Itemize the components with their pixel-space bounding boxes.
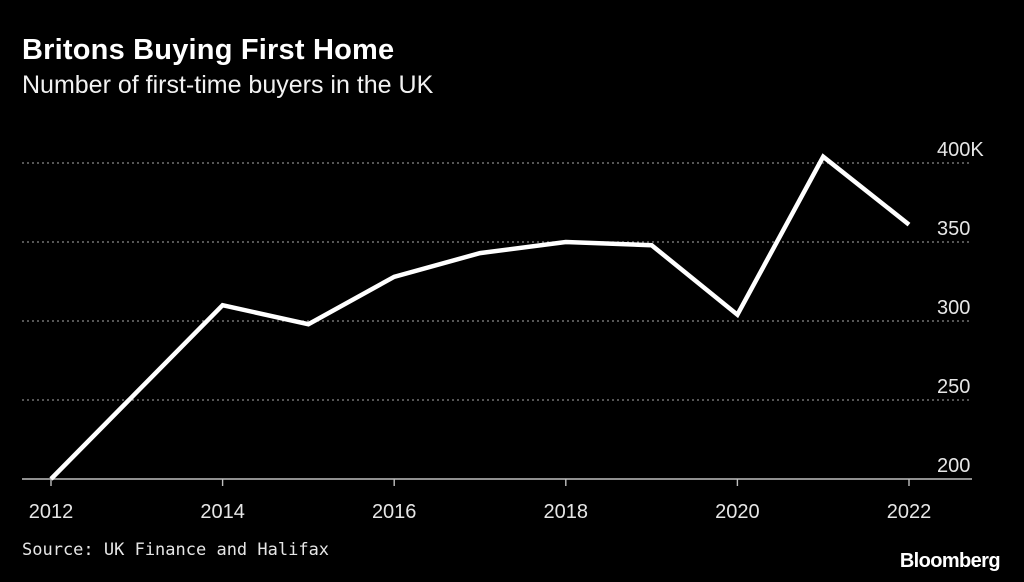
source-note: Source: UK Finance and Halifax xyxy=(22,540,330,560)
y-tick-label-200: 200 xyxy=(937,455,970,477)
x-tick-label-2016: 2016 xyxy=(372,501,417,523)
x-tick-label-2012: 2012 xyxy=(29,501,74,523)
x-tick-label-2018: 2018 xyxy=(544,501,589,523)
bloomberg-logo: Bloomberg xyxy=(899,550,1001,572)
y-tick-label-300: 300 xyxy=(937,297,970,319)
chart-subtitle: Number of first-time buyers in the UK xyxy=(22,71,434,99)
x-axis-ticks: 2012 2014 2016 2018 2020 2022 xyxy=(29,479,932,523)
series-line-0 xyxy=(49,153,911,481)
y-tick-label-400: 400K xyxy=(937,139,984,161)
x-tick-label-2020: 2020 xyxy=(715,501,760,523)
series-layer xyxy=(49,153,911,481)
y-axis-labels: 200 250 300 350 400K xyxy=(937,139,984,477)
x-tick-label-2022: 2022 xyxy=(887,501,932,523)
y-tick-label-350: 350 xyxy=(937,218,970,240)
y-tick-label-250: 250 xyxy=(937,376,970,398)
x-tick-label-2014: 2014 xyxy=(200,501,245,523)
chart-title: Britons Buying First Home xyxy=(22,34,395,66)
grid-lines xyxy=(22,162,972,401)
